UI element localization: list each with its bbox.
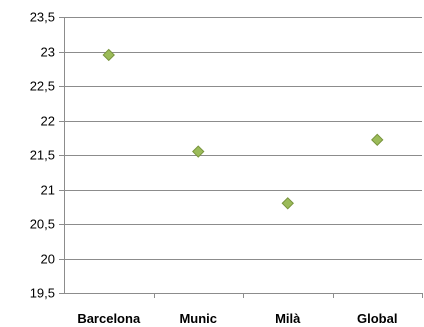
y-axis-ticks: 19,5 20 20,5 21 21,5 22 22,5 23 23,5	[30, 10, 64, 301]
x-category-label: Munic	[179, 311, 217, 326]
y-tick-label: 21,5	[30, 148, 55, 163]
x-category-label: Barcelona	[77, 311, 141, 326]
x-axis-ticks: Barcelona Munic Milà Global	[77, 293, 423, 326]
y-tick-label: 22	[41, 114, 55, 129]
y-tick-label: 23,5	[30, 10, 55, 25]
data-points	[102, 48, 384, 210]
y-tick-label: 19,5	[30, 286, 55, 301]
y-tick-label: 20,5	[30, 217, 55, 232]
y-tick-label: 23	[41, 45, 55, 60]
data-point-global	[371, 133, 384, 147]
data-point-barcelona	[102, 48, 115, 62]
x-category-label: Global	[357, 311, 397, 326]
y-tick-label: 20	[41, 252, 55, 267]
x-category-label: Milà	[275, 311, 301, 326]
data-point-mila	[281, 197, 294, 210]
gridlines	[64, 17, 422, 260]
data-point-munic	[192, 145, 205, 158]
y-tick-label: 22,5	[30, 79, 55, 94]
y-tick-label: 21	[41, 183, 55, 198]
